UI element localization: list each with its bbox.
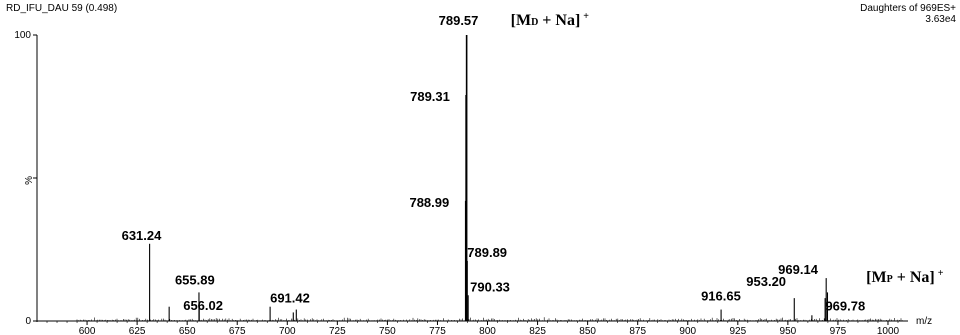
x-tick-label: 825 xyxy=(529,326,546,335)
base-peak-intensity: 3.63e4 xyxy=(925,14,956,25)
peak-label: 969.78 xyxy=(825,298,865,313)
peak-label: 969.14 xyxy=(778,262,819,277)
x-tick-label: 600 xyxy=(79,326,96,335)
x-tick-label: 700 xyxy=(279,326,296,335)
x-tick-label: 675 xyxy=(229,326,246,335)
x-tick-label: 1000 xyxy=(877,326,900,335)
peak-label: 916.65 xyxy=(701,289,741,304)
ion-annotation: [MP + Na] + xyxy=(866,268,944,286)
x-tick-label: 900 xyxy=(679,326,696,335)
peak-label: 788.99 xyxy=(409,195,449,210)
x-tick-label: 800 xyxy=(479,326,496,335)
y-tick-label: % xyxy=(24,176,35,185)
peak-label: 789.31 xyxy=(410,89,450,104)
x-tick-label: 975 xyxy=(830,326,847,335)
x-tick-label: 950 xyxy=(780,326,797,335)
scan-type-label: Daughters of 969ES+ xyxy=(860,3,956,14)
x-tick-label: 775 xyxy=(429,326,446,335)
x-tick-label: 925 xyxy=(729,326,746,335)
peak-label: 790.33 xyxy=(470,279,510,294)
x-tick-label: 750 xyxy=(379,326,396,335)
x-tick-label: 725 xyxy=(329,326,346,335)
peak-label: 631.24 xyxy=(122,228,163,243)
peak-label: 691.42 xyxy=(270,291,310,306)
peak-label: 789.57 xyxy=(439,13,479,28)
peak-label: 656.02 xyxy=(183,298,223,313)
peak-label: 789.89 xyxy=(467,245,507,260)
x-tick-label: 650 xyxy=(179,326,196,335)
y-tick-label: 0 xyxy=(25,316,31,327)
peak-label: 953.20 xyxy=(746,274,786,289)
peak-label: 655.89 xyxy=(175,272,215,287)
x-tick-label: 625 xyxy=(129,326,146,335)
ion-annotation: [MD + Na] + xyxy=(511,11,590,29)
run-id-label: RD_IFU_DAU 59 (0.498) xyxy=(6,3,118,14)
x-tick-label: 850 xyxy=(579,326,596,335)
y-tick-label: 100 xyxy=(14,30,31,41)
baseline-noise xyxy=(76,317,903,321)
x-tick-label: 875 xyxy=(629,326,646,335)
x-axis-title: m/z xyxy=(916,316,932,327)
